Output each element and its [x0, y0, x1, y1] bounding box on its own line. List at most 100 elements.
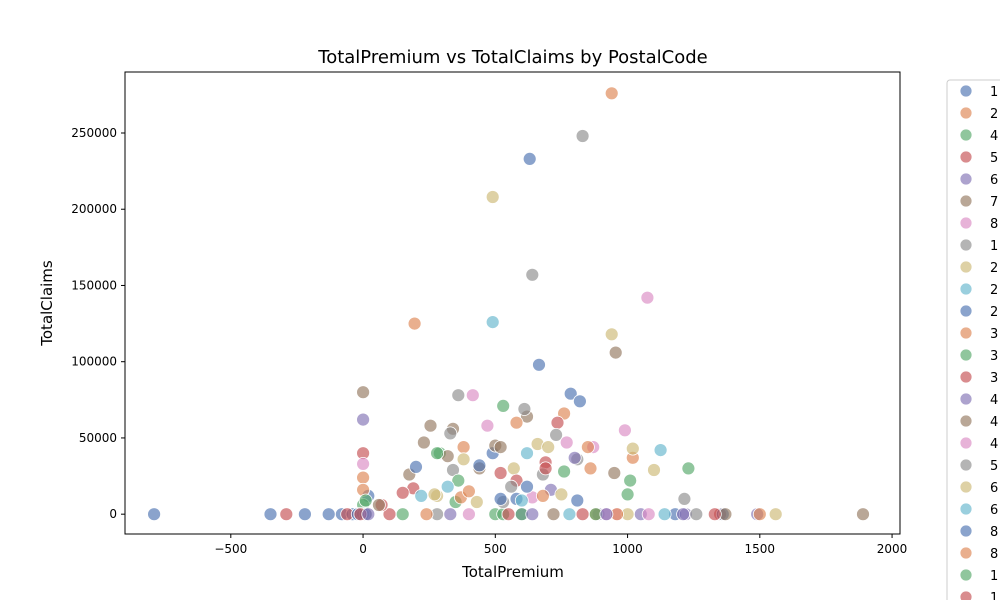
legend-marker	[959, 480, 973, 494]
data-point	[456, 440, 471, 455]
legend-label: 6	[990, 173, 998, 188]
data-point	[451, 388, 466, 403]
legend-marker	[959, 392, 973, 406]
data-point	[409, 459, 423, 474]
data-point	[485, 190, 500, 204]
legend-marker	[959, 106, 973, 120]
data-point	[546, 507, 561, 522]
data-point	[525, 507, 540, 522]
legend-marker	[959, 458, 973, 472]
legend-marker	[959, 172, 973, 186]
data-point	[768, 507, 783, 522]
data-point	[356, 456, 371, 471]
data-point	[493, 491, 508, 506]
legend-label: 7	[990, 195, 998, 210]
data-point	[549, 427, 563, 442]
legend-label: 4	[990, 393, 998, 408]
y-tick-label: 150000	[71, 278, 117, 292]
data-point	[509, 415, 524, 430]
legend-label: 1	[990, 85, 998, 100]
data-point	[461, 484, 476, 499]
legend-marker	[959, 524, 973, 538]
data-point	[423, 418, 438, 433]
legend: 1245678122233344456688111	[946, 79, 1000, 600]
data-point	[469, 495, 484, 509]
data-point	[618, 423, 632, 438]
legend-label: 5	[990, 459, 998, 474]
data-point	[752, 507, 767, 522]
data-point	[647, 463, 661, 477]
data-point	[557, 464, 571, 479]
legend-label: 1	[990, 591, 998, 600]
x-tick-label: −500	[214, 542, 247, 556]
legend-marker	[959, 348, 973, 362]
data-point	[485, 315, 500, 330]
data-point	[356, 412, 371, 427]
data-point	[147, 507, 162, 522]
data-point	[607, 466, 622, 480]
data-point	[575, 129, 590, 143]
legend-marker	[959, 502, 973, 516]
legend-marker	[959, 414, 973, 428]
data-point	[856, 507, 870, 522]
data-point	[456, 452, 471, 467]
data-point	[538, 461, 553, 476]
data-point	[653, 443, 668, 458]
data-point	[677, 491, 692, 506]
x-tick-label: 2000	[877, 542, 908, 556]
data-point	[279, 507, 294, 522]
data-point	[583, 461, 598, 476]
legend-marker	[959, 370, 973, 384]
legend-label: 8	[990, 217, 998, 232]
x-axis-label: TotalPremium	[461, 563, 564, 581]
data-point	[443, 507, 458, 522]
data-point	[563, 386, 578, 401]
data-point	[640, 290, 655, 305]
legend-label: 6	[990, 503, 998, 518]
chart-title: TotalPremium vs TotalClaims by PostalCod…	[317, 47, 707, 68]
data-point	[625, 441, 640, 456]
data-point	[407, 316, 422, 331]
data-point	[361, 507, 376, 522]
data-point	[604, 86, 619, 101]
data-point	[465, 388, 480, 403]
legend-label: 4	[990, 129, 998, 144]
data-point	[550, 415, 565, 430]
data-point	[525, 267, 540, 282]
legend-marker	[959, 568, 973, 582]
legend-marker	[959, 282, 973, 296]
y-tick-label: 100000	[71, 355, 117, 369]
data-point	[517, 402, 532, 416]
legend-label: 2	[990, 107, 998, 122]
data-point	[506, 461, 521, 476]
data-point	[461, 507, 476, 522]
data-point	[356, 385, 371, 400]
legend-frame	[946, 79, 1000, 600]
legend-label: 8	[990, 525, 998, 540]
data-point	[358, 493, 373, 508]
data-point	[395, 507, 410, 522]
legend-label: 6	[990, 481, 998, 496]
legend-label: 2	[990, 261, 998, 276]
data-point	[501, 507, 516, 522]
data-point	[559, 435, 574, 450]
legend-marker	[959, 216, 973, 230]
legend-label: 4	[990, 437, 998, 452]
legend-label: 5	[990, 151, 998, 166]
data-point	[620, 487, 635, 502]
legend-label: 8	[990, 547, 998, 562]
data-point	[520, 479, 534, 494]
data-point	[707, 507, 722, 522]
data-point	[689, 507, 704, 522]
y-axis-label: TotalClaims	[38, 260, 56, 347]
legend-marker	[959, 326, 973, 340]
data-point	[532, 357, 546, 372]
data-point	[451, 473, 466, 488]
data-point	[356, 470, 371, 485]
legend-marker	[959, 84, 973, 98]
y-tick-label: 250000	[71, 126, 117, 140]
data-point	[657, 507, 672, 522]
x-tick-label: 500	[484, 542, 507, 556]
legend-label: 2	[990, 283, 998, 298]
